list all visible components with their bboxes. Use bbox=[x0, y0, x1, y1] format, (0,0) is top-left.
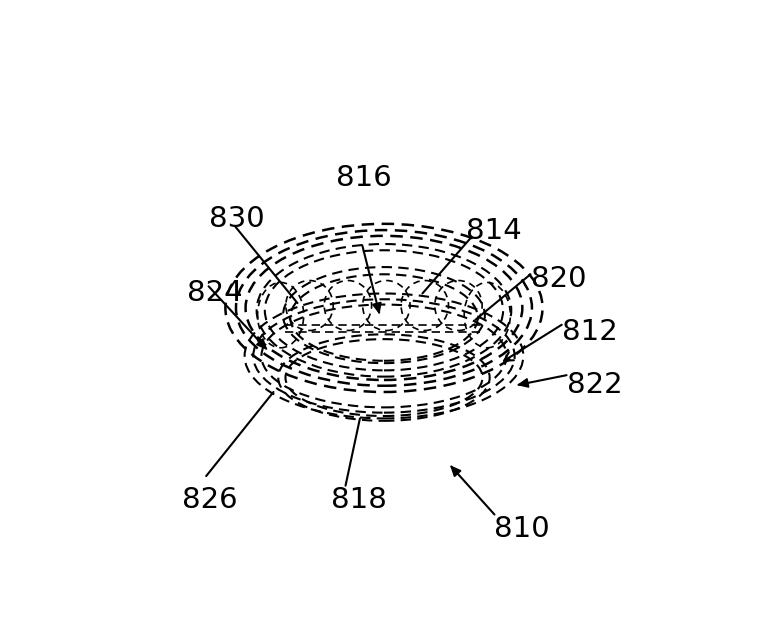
Text: 822: 822 bbox=[566, 371, 622, 399]
Text: 820: 820 bbox=[530, 265, 586, 293]
Text: 810: 810 bbox=[494, 515, 550, 543]
Text: 818: 818 bbox=[331, 486, 387, 514]
Polygon shape bbox=[256, 339, 266, 349]
Polygon shape bbox=[518, 379, 529, 387]
Text: 824: 824 bbox=[187, 280, 242, 308]
Text: 816: 816 bbox=[336, 164, 392, 192]
Polygon shape bbox=[373, 303, 381, 313]
Text: 814: 814 bbox=[465, 217, 522, 245]
Text: 826: 826 bbox=[182, 486, 238, 514]
Text: 812: 812 bbox=[561, 318, 618, 346]
Polygon shape bbox=[451, 467, 461, 477]
Text: 830: 830 bbox=[209, 205, 264, 233]
